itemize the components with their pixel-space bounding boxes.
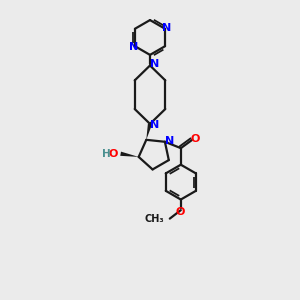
Text: CH₃: CH₃	[144, 214, 164, 224]
Text: N: N	[129, 42, 138, 52]
Text: N: N	[165, 136, 174, 146]
Polygon shape	[146, 123, 152, 140]
Text: N: N	[162, 23, 171, 33]
Text: O: O	[108, 149, 117, 159]
Polygon shape	[120, 152, 139, 157]
Text: O: O	[176, 207, 185, 217]
Text: H: H	[102, 149, 111, 159]
Text: N: N	[150, 59, 159, 69]
Text: O: O	[191, 134, 200, 144]
Text: N: N	[150, 120, 159, 130]
